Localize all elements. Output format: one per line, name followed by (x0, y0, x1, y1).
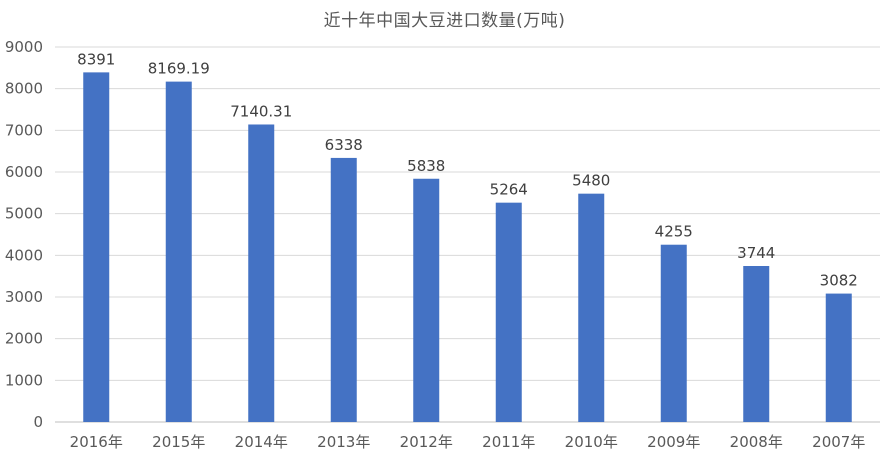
x-tick-label: 2009年 (647, 433, 700, 451)
x-tick-label: 2007年 (812, 433, 865, 451)
bar (825, 293, 852, 422)
chart-title: 近十年中国大豆进口数量(万吨) (323, 11, 566, 31)
y-tick-label: 4000 (5, 246, 43, 264)
data-label: 7140.31 (230, 102, 292, 120)
x-tick-label: 2016年 (70, 433, 123, 451)
x-tick-label: 2008年 (730, 433, 783, 451)
bar (330, 157, 357, 422)
data-label: 6338 (325, 136, 363, 154)
data-label: 5480 (572, 172, 610, 190)
x-tick-label: 2011年 (482, 433, 535, 451)
x-tick-label: 2015年 (152, 433, 205, 451)
y-tick-label: 3000 (5, 288, 43, 306)
bar (165, 81, 192, 423)
bar (413, 178, 440, 422)
bar (83, 72, 110, 422)
data-label: 4255 (655, 223, 693, 241)
y-tick-label: 9000 (5, 38, 43, 56)
bar (248, 124, 275, 422)
y-tick-label: 0 (33, 413, 43, 431)
data-label: 8391 (77, 50, 115, 68)
y-tick-label: 2000 (5, 330, 43, 348)
data-label: 8169.19 (148, 60, 210, 78)
y-tick-label: 1000 (5, 371, 43, 389)
data-label: 3082 (820, 272, 858, 290)
y-tick-label: 5000 (5, 205, 43, 223)
x-tick-label: 2012年 (400, 433, 453, 451)
data-label: 3744 (737, 244, 775, 262)
x-tick-label: 2013年 (317, 433, 370, 451)
x-tick-label: 2010年 (565, 433, 618, 451)
bar (660, 244, 687, 422)
bar (495, 202, 522, 422)
bar (578, 193, 605, 422)
data-label: 5838 (407, 157, 445, 175)
bar (743, 266, 770, 422)
y-tick-label: 7000 (5, 121, 43, 139)
y-tick-label: 6000 (5, 163, 43, 181)
y-tick-label: 8000 (5, 80, 43, 98)
x-tick-label: 2014年 (235, 433, 288, 451)
data-label: 5264 (490, 181, 528, 199)
